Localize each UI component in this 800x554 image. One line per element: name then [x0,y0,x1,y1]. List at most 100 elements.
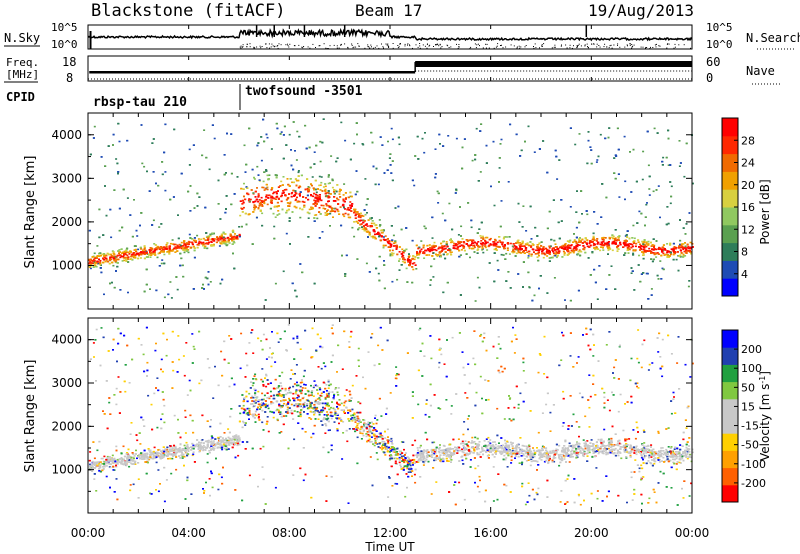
power-point [588,242,591,245]
power-point [585,210,588,212]
nsearch-dot [577,44,579,46]
nsearch-dot [485,47,487,49]
power-point [471,239,474,241]
power-point [265,133,268,136]
power-point [492,140,495,143]
nsearch-dot [368,46,370,48]
power-point [222,231,225,234]
power-point [401,256,404,258]
power-point [326,214,328,216]
power-point [90,262,93,264]
power-point [371,225,374,228]
power-point [343,200,346,203]
power-point [592,238,595,241]
power-point [669,164,672,166]
power-point [266,203,269,206]
power-point [657,185,660,187]
power-point [230,133,233,135]
power-point [277,205,280,207]
power-point [613,239,616,242]
power-point [683,250,686,253]
power-point [627,252,630,254]
power-point [572,251,575,254]
nsearch-dot [426,47,428,49]
power-point [643,250,646,253]
power-point [583,246,586,249]
power-point [504,244,506,246]
power-point [642,252,645,254]
power-point [517,249,520,251]
power-point [662,268,665,271]
power-point [230,172,233,175]
power-point [331,209,333,211]
power-point [342,198,345,201]
power-point [140,251,143,253]
power-point [320,204,323,207]
power-point [382,244,385,247]
power-point [601,242,604,245]
nsearch-dot [278,43,280,45]
power-point [674,251,677,254]
power-point [92,258,95,261]
power-point [640,245,643,247]
power-point [102,257,105,260]
power-point [180,172,183,175]
power-point [141,249,144,251]
power-point [519,249,522,251]
power-point [299,216,302,219]
power-point [614,154,617,156]
power-point [518,244,521,246]
power-point [690,252,693,255]
power-point [476,232,479,234]
power-point [281,208,284,211]
nsearch-dot [469,47,471,49]
power-point [429,279,432,281]
power-point [161,259,164,261]
power-point [158,252,161,254]
power-point [117,250,120,252]
power-point [123,256,126,259]
nsearch-dot [633,44,635,46]
nsearch-dot [668,43,670,45]
power-point [231,237,234,239]
power-point [647,244,650,246]
power-point [166,242,169,244]
power-point [611,234,614,236]
power-point [420,240,423,242]
power-point [206,247,209,250]
nsearch-dot [569,47,571,49]
power-point [262,180,265,183]
power-point [316,194,319,197]
power-point [253,209,256,211]
power-point [478,246,481,248]
nsearch-dot [427,43,428,45]
power-point [319,213,322,215]
power-point [560,220,563,222]
power-point [312,187,315,189]
power-point [303,206,306,208]
power-point [426,244,429,247]
power-point [184,249,187,252]
power-point [472,239,475,242]
nsearch-dot [241,46,243,48]
power-point [515,252,518,255]
power-point [650,288,653,290]
power-point [564,246,567,248]
nsearch-dot [239,46,241,48]
power-point [685,248,688,251]
power-point [421,137,424,140]
power-point [566,253,569,256]
power-point [218,245,221,247]
power-point [377,272,380,275]
nsearch-dot [441,46,443,48]
power-point [362,221,365,224]
power-point [338,190,341,193]
power-point [286,209,289,212]
nsearch-dot [351,43,353,45]
nsearch-dot [598,45,600,46]
power-point [393,245,395,247]
power-point [257,196,260,198]
power-point [369,225,372,228]
power-point [353,235,356,238]
power-point [406,259,409,261]
